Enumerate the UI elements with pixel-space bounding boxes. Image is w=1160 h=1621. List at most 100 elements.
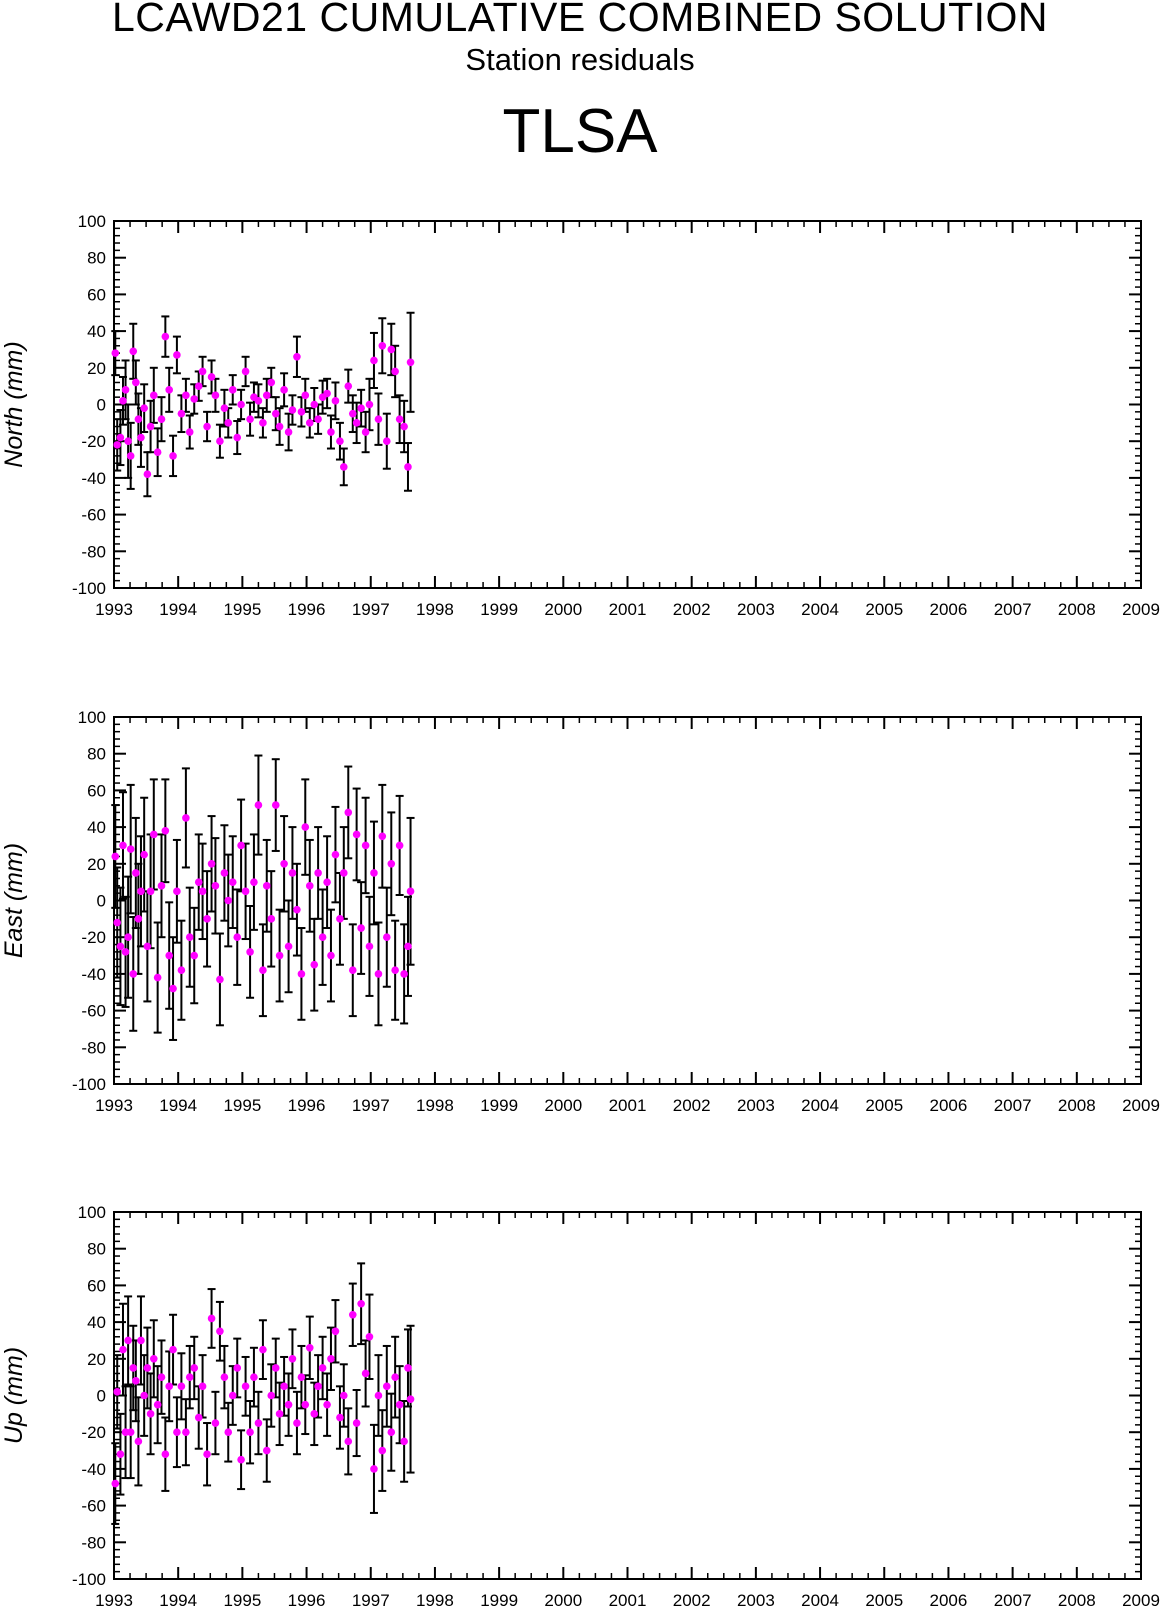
data-point [132,378,140,387]
data-point [352,830,361,839]
y-tick-label: 40 [87,818,106,837]
y-axis-title: North (mm) [0,341,28,467]
y-axis-title: Up (mm) [0,1347,28,1444]
data-point [111,349,120,357]
data-point [237,1455,245,1464]
data-point [267,378,276,387]
x-tick-label: 2008 [1058,1591,1096,1610]
data-point [169,1345,177,1354]
y-axis-title: East (mm) [0,843,28,958]
data-point [224,419,233,427]
data-point [344,1437,353,1446]
data-point [352,419,361,427]
data-point [119,1345,127,1354]
x-tick-label: 2003 [737,1591,775,1610]
data-point [237,841,245,850]
data-point [173,1428,181,1436]
data-point [323,878,331,886]
x-tick-label: 2004 [801,1591,839,1610]
data-point [259,966,267,975]
x-tick-label: 2008 [1058,1096,1096,1115]
data-point [348,966,357,975]
x-tick-label: 2009 [1122,1096,1160,1115]
data-point [310,960,319,969]
data-point [246,415,254,423]
data-point [339,869,348,877]
y-tick-label: -100 [72,1075,106,1094]
data-point [301,1400,310,1409]
data-point [348,1310,357,1319]
data-point [224,896,233,905]
data-point [165,1382,174,1391]
data-point [305,882,314,890]
data-point [400,970,408,978]
data-point [153,448,162,457]
data-point [143,470,152,479]
x-tick-label: 2006 [930,1096,968,1115]
data-point [395,1400,404,1409]
data-point [126,845,135,853]
x-tick-label: 1998 [416,600,454,619]
x-tick-label: 1998 [416,1096,454,1115]
y-tick-label: 0 [97,1387,106,1406]
data-point [157,1373,166,1381]
data-point [357,1299,365,1308]
data-point [157,882,166,890]
x-tick-label: 2007 [994,1096,1032,1115]
data-point [378,1446,387,1455]
data-point [259,419,267,427]
y-tick-label: 80 [87,1240,106,1259]
data-point [216,975,224,984]
data-point [400,422,408,431]
x-tick-label: 2002 [673,1591,711,1610]
data-point [165,951,174,960]
data-point [190,951,199,960]
data-point [116,1450,125,1459]
x-tick-label: 2000 [544,600,582,619]
x-tick-label: 1994 [159,1591,197,1610]
data-point [314,415,322,423]
data-point [400,1437,408,1446]
data-point [288,1355,297,1363]
data-point [129,1364,138,1372]
x-tick-label: 1993 [95,600,133,619]
data-point [387,1428,396,1436]
data-point [382,437,391,446]
data-point [185,933,194,941]
data-point [149,1355,158,1363]
data-point [301,823,310,831]
x-tick-label: 2000 [544,1096,582,1115]
data-point [305,419,314,427]
data-point [374,415,383,423]
data-point [297,970,306,978]
data-point [370,1465,378,1473]
data-point [395,415,404,423]
data-point [246,1428,254,1436]
x-tick-label: 2005 [865,1591,903,1610]
data-point [241,367,250,376]
data-point [173,887,181,896]
y-tick-label: -60 [81,1002,106,1021]
data-point [271,801,280,809]
y-tick-label: -100 [72,579,106,598]
data-point [387,345,396,354]
data-point [288,869,297,877]
x-tick-label: 2006 [930,600,968,619]
data-point [267,915,276,923]
data-point [271,409,280,418]
data-point [121,948,130,956]
data-point [137,433,145,442]
y-tick-label: -20 [81,1423,106,1442]
data-point [228,386,237,394]
data-point [391,1373,399,1381]
data-point [207,1314,216,1323]
data-point [406,1395,415,1403]
x-tick-label: 1997 [352,600,390,619]
x-tick-label: 1993 [95,1591,133,1610]
data-point [161,1450,170,1459]
data-point [119,841,127,850]
data-point [284,942,293,951]
x-tick-label: 1999 [480,1591,518,1610]
x-tick-label: 1996 [288,1591,326,1610]
data-point [404,1364,412,1372]
